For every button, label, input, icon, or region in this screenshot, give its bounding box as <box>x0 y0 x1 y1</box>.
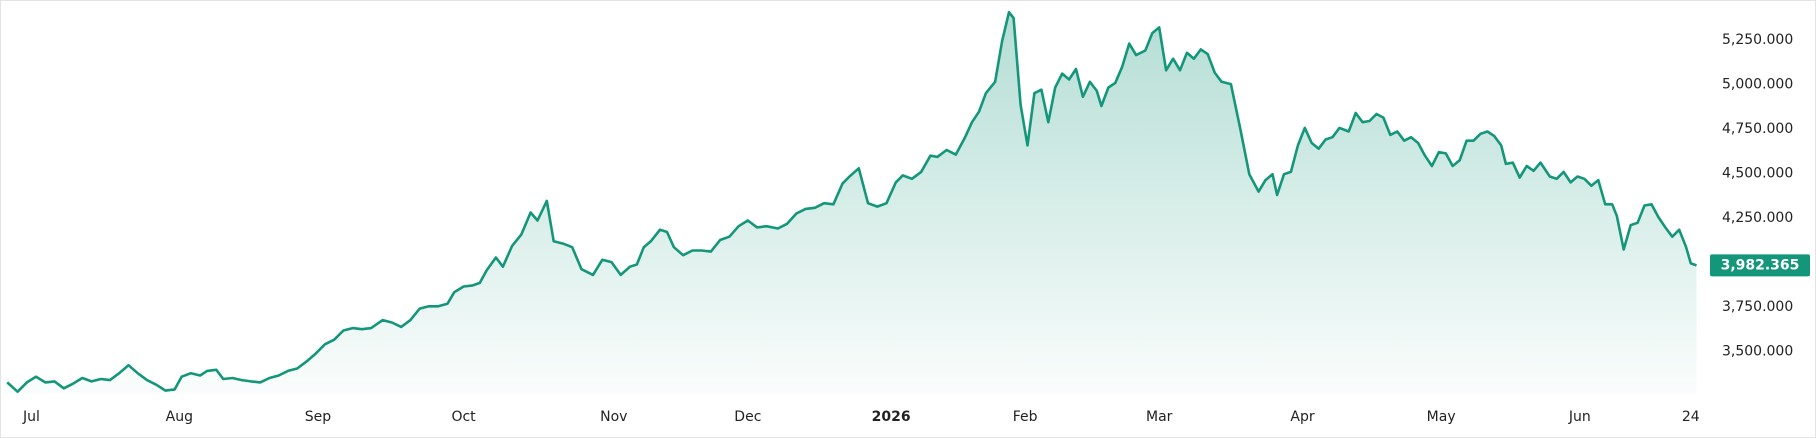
x-tick-label: Jul <box>22 409 40 425</box>
x-tick-label: Feb <box>1013 409 1038 425</box>
x-tick-label: 24 <box>1682 409 1700 425</box>
y-tick-label: 5,000.000 <box>1722 76 1793 92</box>
x-tick-label: Apr <box>1290 409 1314 425</box>
y-tick-label: 4,500.000 <box>1722 165 1793 181</box>
y-tick-label: 4,750.000 <box>1722 121 1793 137</box>
x-tick-label: Nov <box>600 409 627 425</box>
y-tick-label: 3,500.000 <box>1722 343 1793 359</box>
x-tick-label: Oct <box>451 409 476 425</box>
x-tick-label: Dec <box>734 409 761 425</box>
x-tick-label: Sep <box>305 409 332 425</box>
x-tick-label: Jun <box>1568 409 1591 425</box>
last-value-tag <box>1710 254 1810 277</box>
x-tick-label: 2026 <box>872 409 911 425</box>
x-tick-label: Aug <box>166 409 193 425</box>
last-value-label: 3,982.365 <box>1721 257 1800 273</box>
area <box>7 12 1697 394</box>
x-tick-label: May <box>1427 409 1456 425</box>
y-tick-label: 5,250.000 <box>1722 32 1793 48</box>
x-tick-label: Mar <box>1146 409 1173 425</box>
y-tick-label: 3,750.000 <box>1722 299 1793 315</box>
y-tick-label: 4,250.000 <box>1722 210 1793 226</box>
line <box>6 10 1697 393</box>
